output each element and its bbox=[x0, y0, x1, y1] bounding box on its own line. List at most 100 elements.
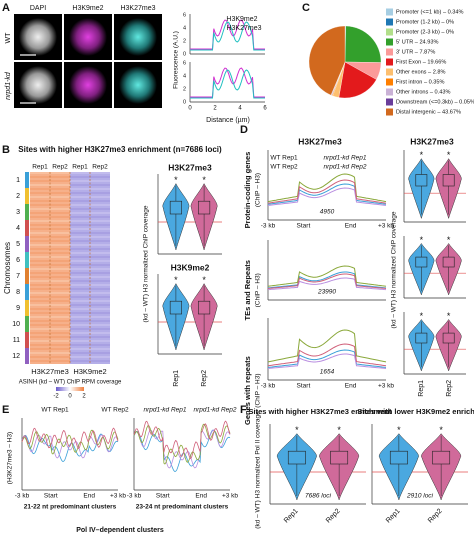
nucleus bbox=[69, 66, 107, 104]
chromosome-label: 6 bbox=[16, 257, 20, 264]
legend-entry: WT Rep2 bbox=[101, 407, 129, 414]
chromosome-label: 11 bbox=[13, 337, 20, 344]
pie-slice bbox=[308, 25, 346, 96]
x-tick-label: Start bbox=[297, 223, 311, 230]
significance-star: * bbox=[174, 275, 178, 285]
legend-entry: Promoter (<=1 kb) – 0.34% bbox=[396, 9, 463, 15]
chromosome-strip bbox=[25, 316, 29, 332]
label: (ChIP – H3) bbox=[255, 173, 262, 207]
label: Genes with repeats bbox=[243, 356, 252, 425]
profile-h3k27me3 bbox=[190, 69, 265, 99]
label: H3K27me3 bbox=[168, 162, 212, 172]
x-tick-label: 2 bbox=[213, 106, 217, 112]
heatmap-band bbox=[30, 244, 70, 246]
heatmap-band bbox=[70, 216, 110, 218]
chromosome-strip bbox=[25, 204, 29, 220]
significance-star: * bbox=[447, 311, 451, 321]
chromosome-label: 8 bbox=[16, 289, 20, 296]
x-tick-label: Start bbox=[44, 493, 58, 500]
legend-entry: Other exons – 2.8% bbox=[396, 69, 445, 75]
legend-entry: H3K9me2 bbox=[226, 16, 257, 23]
heatmap-band bbox=[30, 188, 70, 190]
heatmap-band bbox=[30, 268, 70, 270]
label: Distance (µm) bbox=[206, 117, 250, 124]
profile-h3k9me2 bbox=[190, 67, 265, 98]
heatmap-band bbox=[70, 352, 110, 354]
x-tick-label: -3 kb bbox=[261, 223, 276, 230]
legend-entry: 3' UTR – 7.87% bbox=[396, 49, 435, 55]
profile-3 bbox=[267, 179, 387, 204]
heatmap-band bbox=[30, 328, 70, 330]
label: TEs and Repeats bbox=[243, 260, 252, 320]
profile-1 bbox=[267, 173, 387, 203]
nucleus bbox=[69, 18, 107, 56]
label: WT bbox=[5, 32, 12, 44]
label: Chromosomes bbox=[3, 242, 12, 294]
label: nrpd1-kd bbox=[5, 71, 12, 100]
label: Protein-coding genes bbox=[243, 152, 252, 229]
x-tick-label: End bbox=[345, 383, 357, 390]
label: Rep1 bbox=[32, 164, 48, 171]
legend-entry: WT Rep1 bbox=[41, 407, 69, 414]
x-tick-label: +3 kb bbox=[378, 223, 394, 230]
x-tick-label: Rep1 bbox=[283, 508, 300, 525]
legend-swatch bbox=[386, 108, 393, 116]
nucleus bbox=[119, 18, 157, 56]
chromosome-strip bbox=[25, 348, 29, 364]
label: ASINH (kd – WT) ChIP RPM coverage bbox=[19, 380, 122, 386]
heatmap-band bbox=[30, 240, 70, 242]
profile-1 bbox=[267, 265, 387, 287]
panel-label: B bbox=[2, 144, 10, 156]
heatmap-band bbox=[70, 272, 110, 274]
profile-2 bbox=[267, 187, 387, 206]
panel-label: E bbox=[2, 404, 9, 416]
heatmap-band bbox=[70, 268, 110, 270]
legend-entry: Other introns – 0.43% bbox=[396, 89, 450, 95]
label: (kd – WT) H3 normalized Pol II coverage bbox=[255, 411, 262, 529]
legend-swatch bbox=[386, 48, 393, 56]
chromosome-label: 10 bbox=[12, 321, 20, 328]
chromosome-label: 12 bbox=[12, 353, 20, 360]
legend-swatch bbox=[386, 28, 393, 36]
heatmap-band bbox=[30, 216, 70, 218]
label: Sites with lower H3K9me2 enrichment bbox=[357, 407, 474, 416]
label: Rep2 bbox=[52, 164, 68, 171]
significance-star: * bbox=[174, 175, 178, 185]
label: 21-22 nt predominant clusters bbox=[24, 504, 117, 511]
heatmap-band bbox=[30, 184, 70, 186]
heatmap-band bbox=[70, 240, 110, 242]
legend-swatch bbox=[386, 38, 393, 46]
label: DAPI bbox=[30, 5, 46, 12]
significance-star: * bbox=[295, 425, 299, 435]
significance-star: * bbox=[397, 425, 401, 435]
profile-3 bbox=[133, 420, 231, 460]
chromosome-label: 9 bbox=[16, 305, 20, 312]
significance-star: * bbox=[447, 235, 451, 245]
label: Sites with higher H3K27me3 enrichment bbox=[249, 407, 392, 416]
profile-1 bbox=[133, 429, 231, 469]
label: Rep1 bbox=[72, 164, 88, 171]
label: (H3K27me3 – H3) bbox=[7, 432, 14, 484]
legend-entry: 5' UTR – 24.93% bbox=[396, 39, 438, 45]
significance-star: * bbox=[439, 425, 443, 435]
heatmap-band bbox=[30, 356, 70, 358]
heatmap-band bbox=[70, 296, 110, 298]
heatmap-band bbox=[70, 300, 110, 302]
chromosome-strip bbox=[25, 284, 29, 300]
x-tick-label: 4 bbox=[238, 106, 242, 112]
x-tick-label: Rep1 bbox=[385, 508, 402, 525]
nucleus bbox=[19, 66, 57, 104]
x-tick-label: End bbox=[83, 493, 95, 500]
profile-1 bbox=[21, 434, 119, 459]
y-tick-label: 0 bbox=[183, 99, 186, 105]
label: H3K9me2 bbox=[73, 367, 106, 376]
nucleus bbox=[19, 18, 57, 56]
legend-entry: nrpd1-kd Rep2 bbox=[324, 164, 367, 171]
label: H3K9me2 bbox=[171, 262, 210, 272]
profile-3 bbox=[267, 343, 387, 367]
label: (kd – WT) H3 normalized ChIP coverage bbox=[391, 211, 398, 328]
profile-2 bbox=[133, 423, 231, 465]
chromosome-strip bbox=[25, 332, 29, 348]
x-tick-label: -3 kb bbox=[127, 493, 142, 500]
